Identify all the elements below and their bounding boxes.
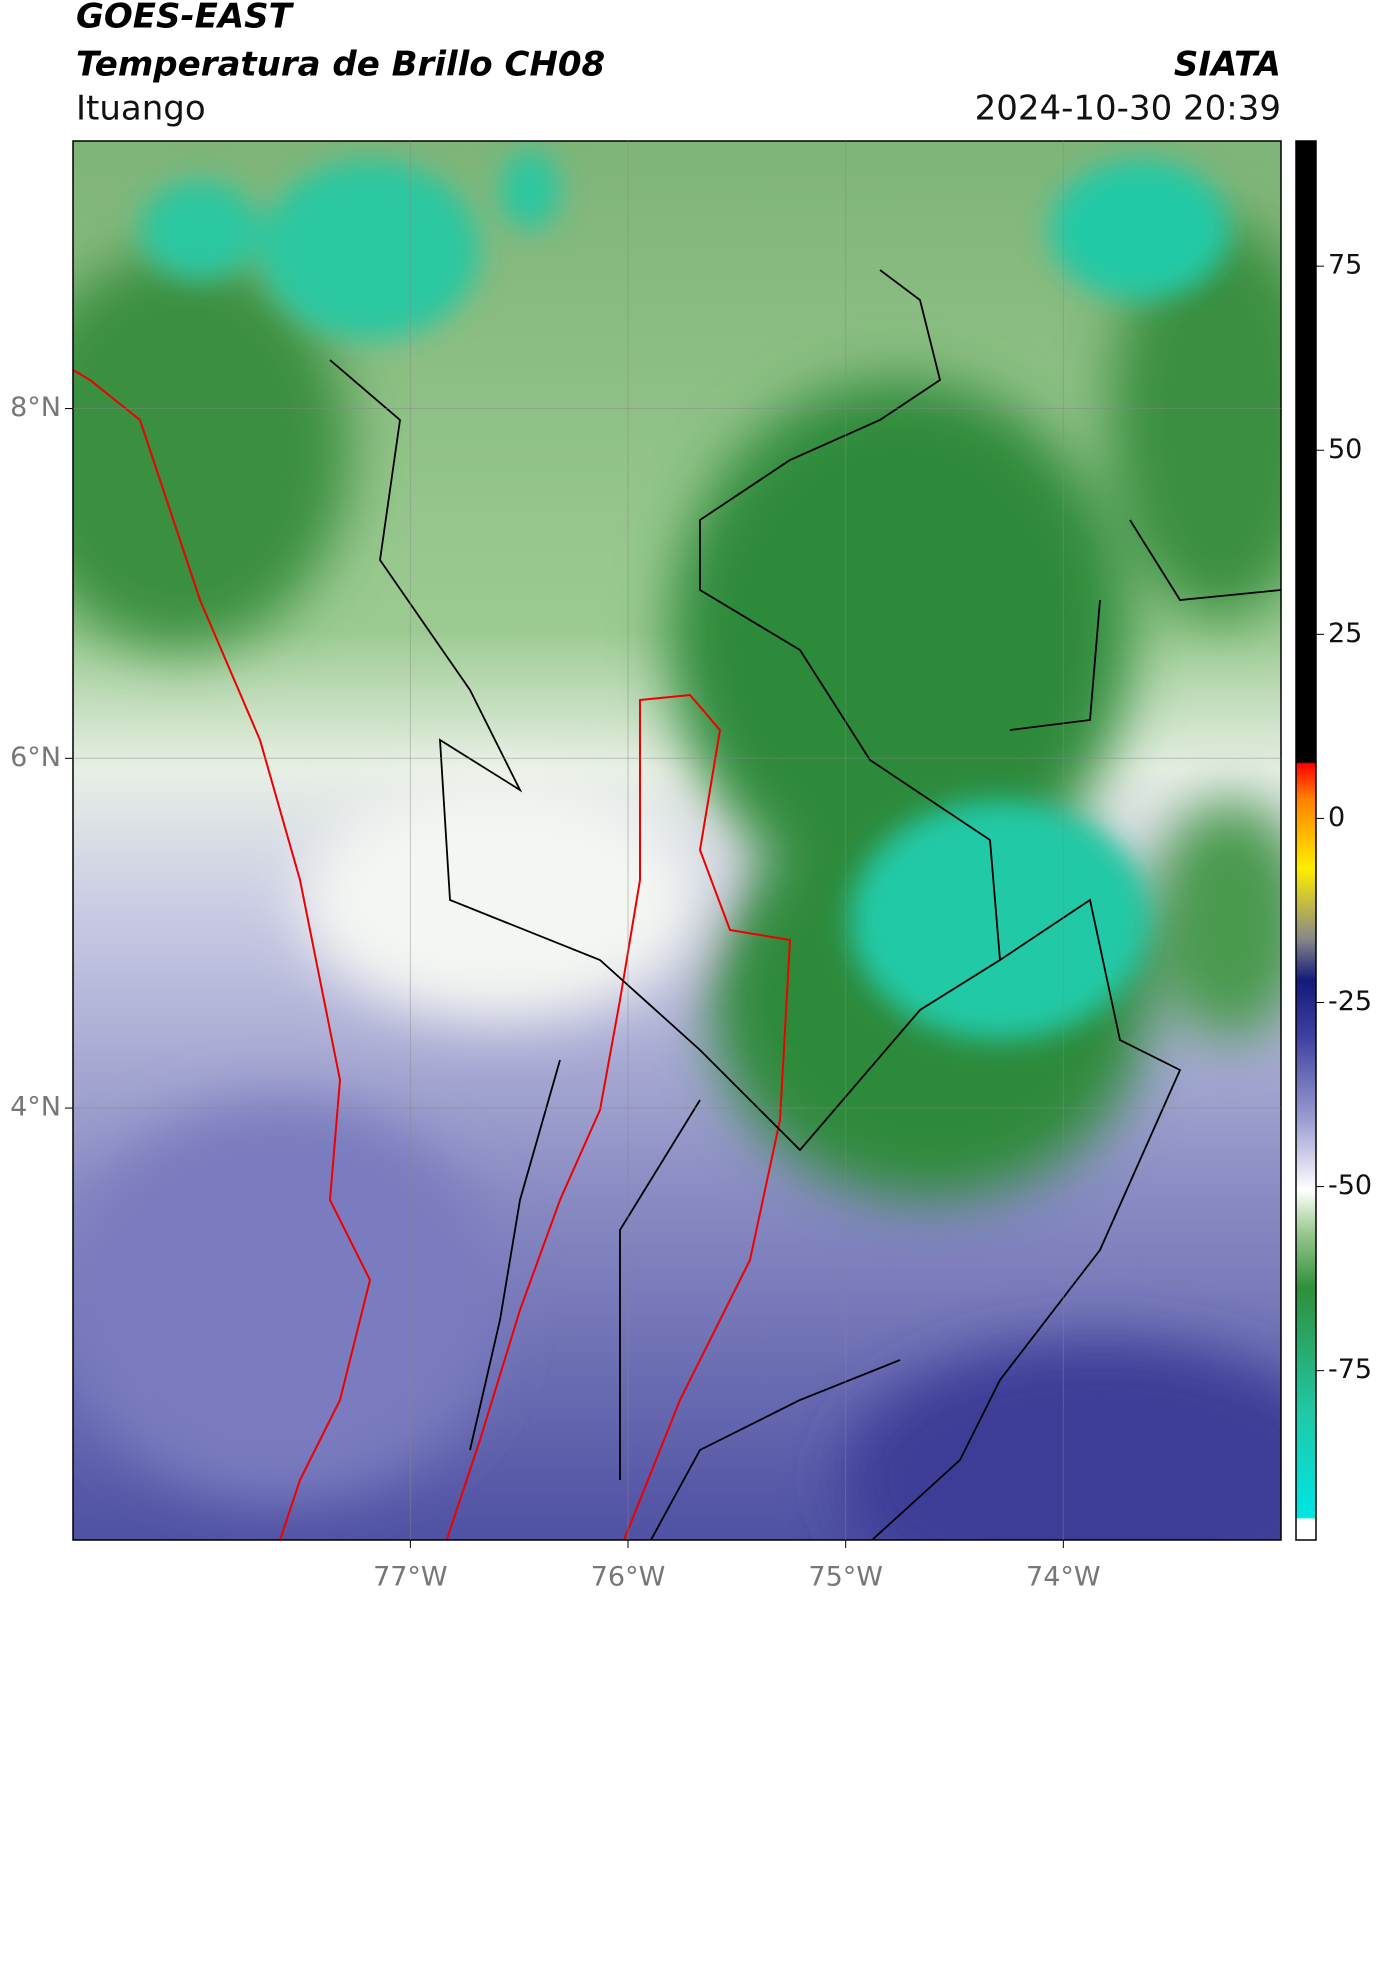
timestamp: 2024-10-30 20:39 — [975, 89, 1281, 129]
x-tick-label: 75°W — [808, 1562, 883, 1593]
y-tick-label: 8°N — [10, 392, 61, 423]
colorbar-tick-label: -75 — [1328, 1354, 1372, 1385]
location: Ituango — [76, 89, 206, 129]
satellite-image — [73, 141, 1281, 1540]
title-line2: Temperatura de Brillo CH08 — [76, 45, 605, 85]
map-frame — [72, 140, 1282, 1541]
colorbar-tick-label: 75 — [1328, 250, 1362, 281]
colorbar-tick-label: 50 — [1328, 434, 1362, 465]
title-line1: GOES-EAST — [76, 0, 295, 37]
colorbar-tick-label: -50 — [1328, 1170, 1372, 1201]
colorbar — [1295, 140, 1317, 1541]
colorbar-tick-label: -25 — [1328, 986, 1372, 1017]
x-tick-label: 76°W — [591, 1562, 666, 1593]
colorbar-tick-label: 25 — [1328, 618, 1362, 649]
brand: SIATA — [1174, 45, 1281, 85]
x-tick-label: 77°W — [373, 1562, 448, 1593]
y-tick-label: 4°N — [10, 1092, 61, 1123]
y-tick-label: 6°N — [10, 742, 61, 773]
colorbar-tick-label: 0 — [1328, 802, 1345, 833]
x-tick-label: 74°W — [1026, 1562, 1101, 1593]
